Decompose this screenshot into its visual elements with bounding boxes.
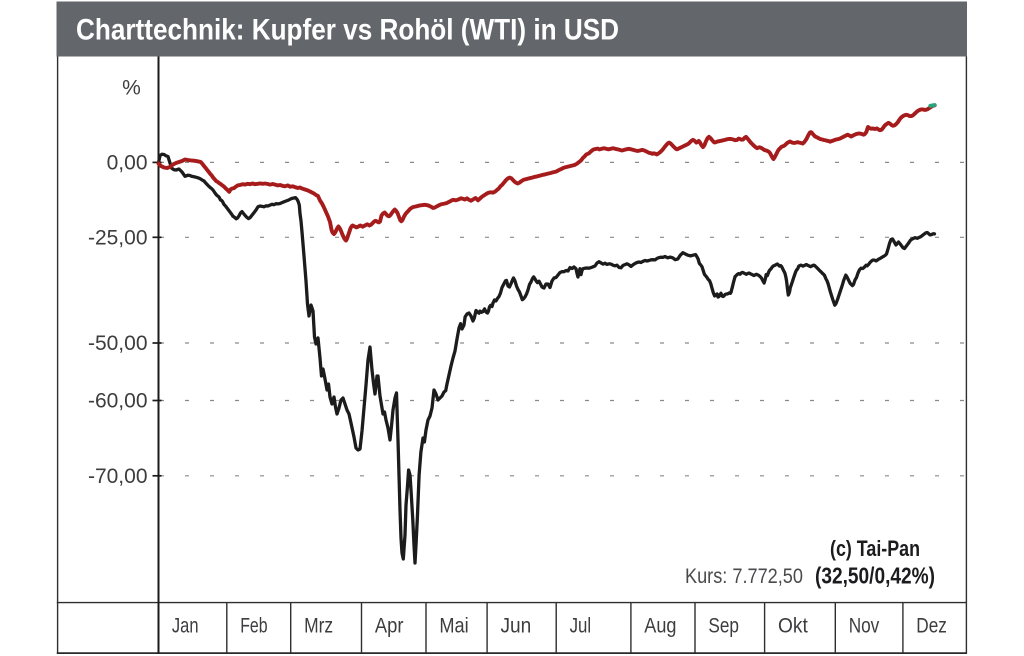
svg-text:Kurs: 7.772,50: Kurs: 7.772,50 [685,564,803,588]
svg-text:-60,00: -60,00 [88,390,148,413]
svg-text:(c) Tai-Pan: (c) Tai-Pan [830,536,920,561]
svg-text:Mrz: Mrz [304,613,333,637]
svg-text:Charttechnik: Kupfer vs Rohöl: Charttechnik: Kupfer vs Rohöl (WTI) in U… [76,14,619,47]
svg-text:%: % [122,77,141,100]
svg-text:Mai: Mai [439,613,468,637]
svg-text:Apr: Apr [375,613,404,637]
svg-text:-70,00: -70,00 [88,465,148,488]
svg-text:Jan: Jan [172,613,199,637]
svg-text:-50,00: -50,00 [88,332,148,355]
svg-text:Feb: Feb [240,613,267,637]
svg-text:Jun: Jun [501,613,532,637]
svg-text:0,00: 0,00 [107,152,148,175]
svg-text:Dez: Dez [916,613,947,637]
svg-text:Aug: Aug [644,613,676,637]
svg-text:Okt: Okt [778,613,808,637]
svg-text:(32,50/0,42%): (32,50/0,42%) [815,563,935,589]
svg-text:-25,00: -25,00 [88,227,148,250]
svg-text:Nov: Nov [849,613,880,637]
svg-text:Sep: Sep [708,613,739,637]
svg-text:Jul: Jul [570,613,592,637]
